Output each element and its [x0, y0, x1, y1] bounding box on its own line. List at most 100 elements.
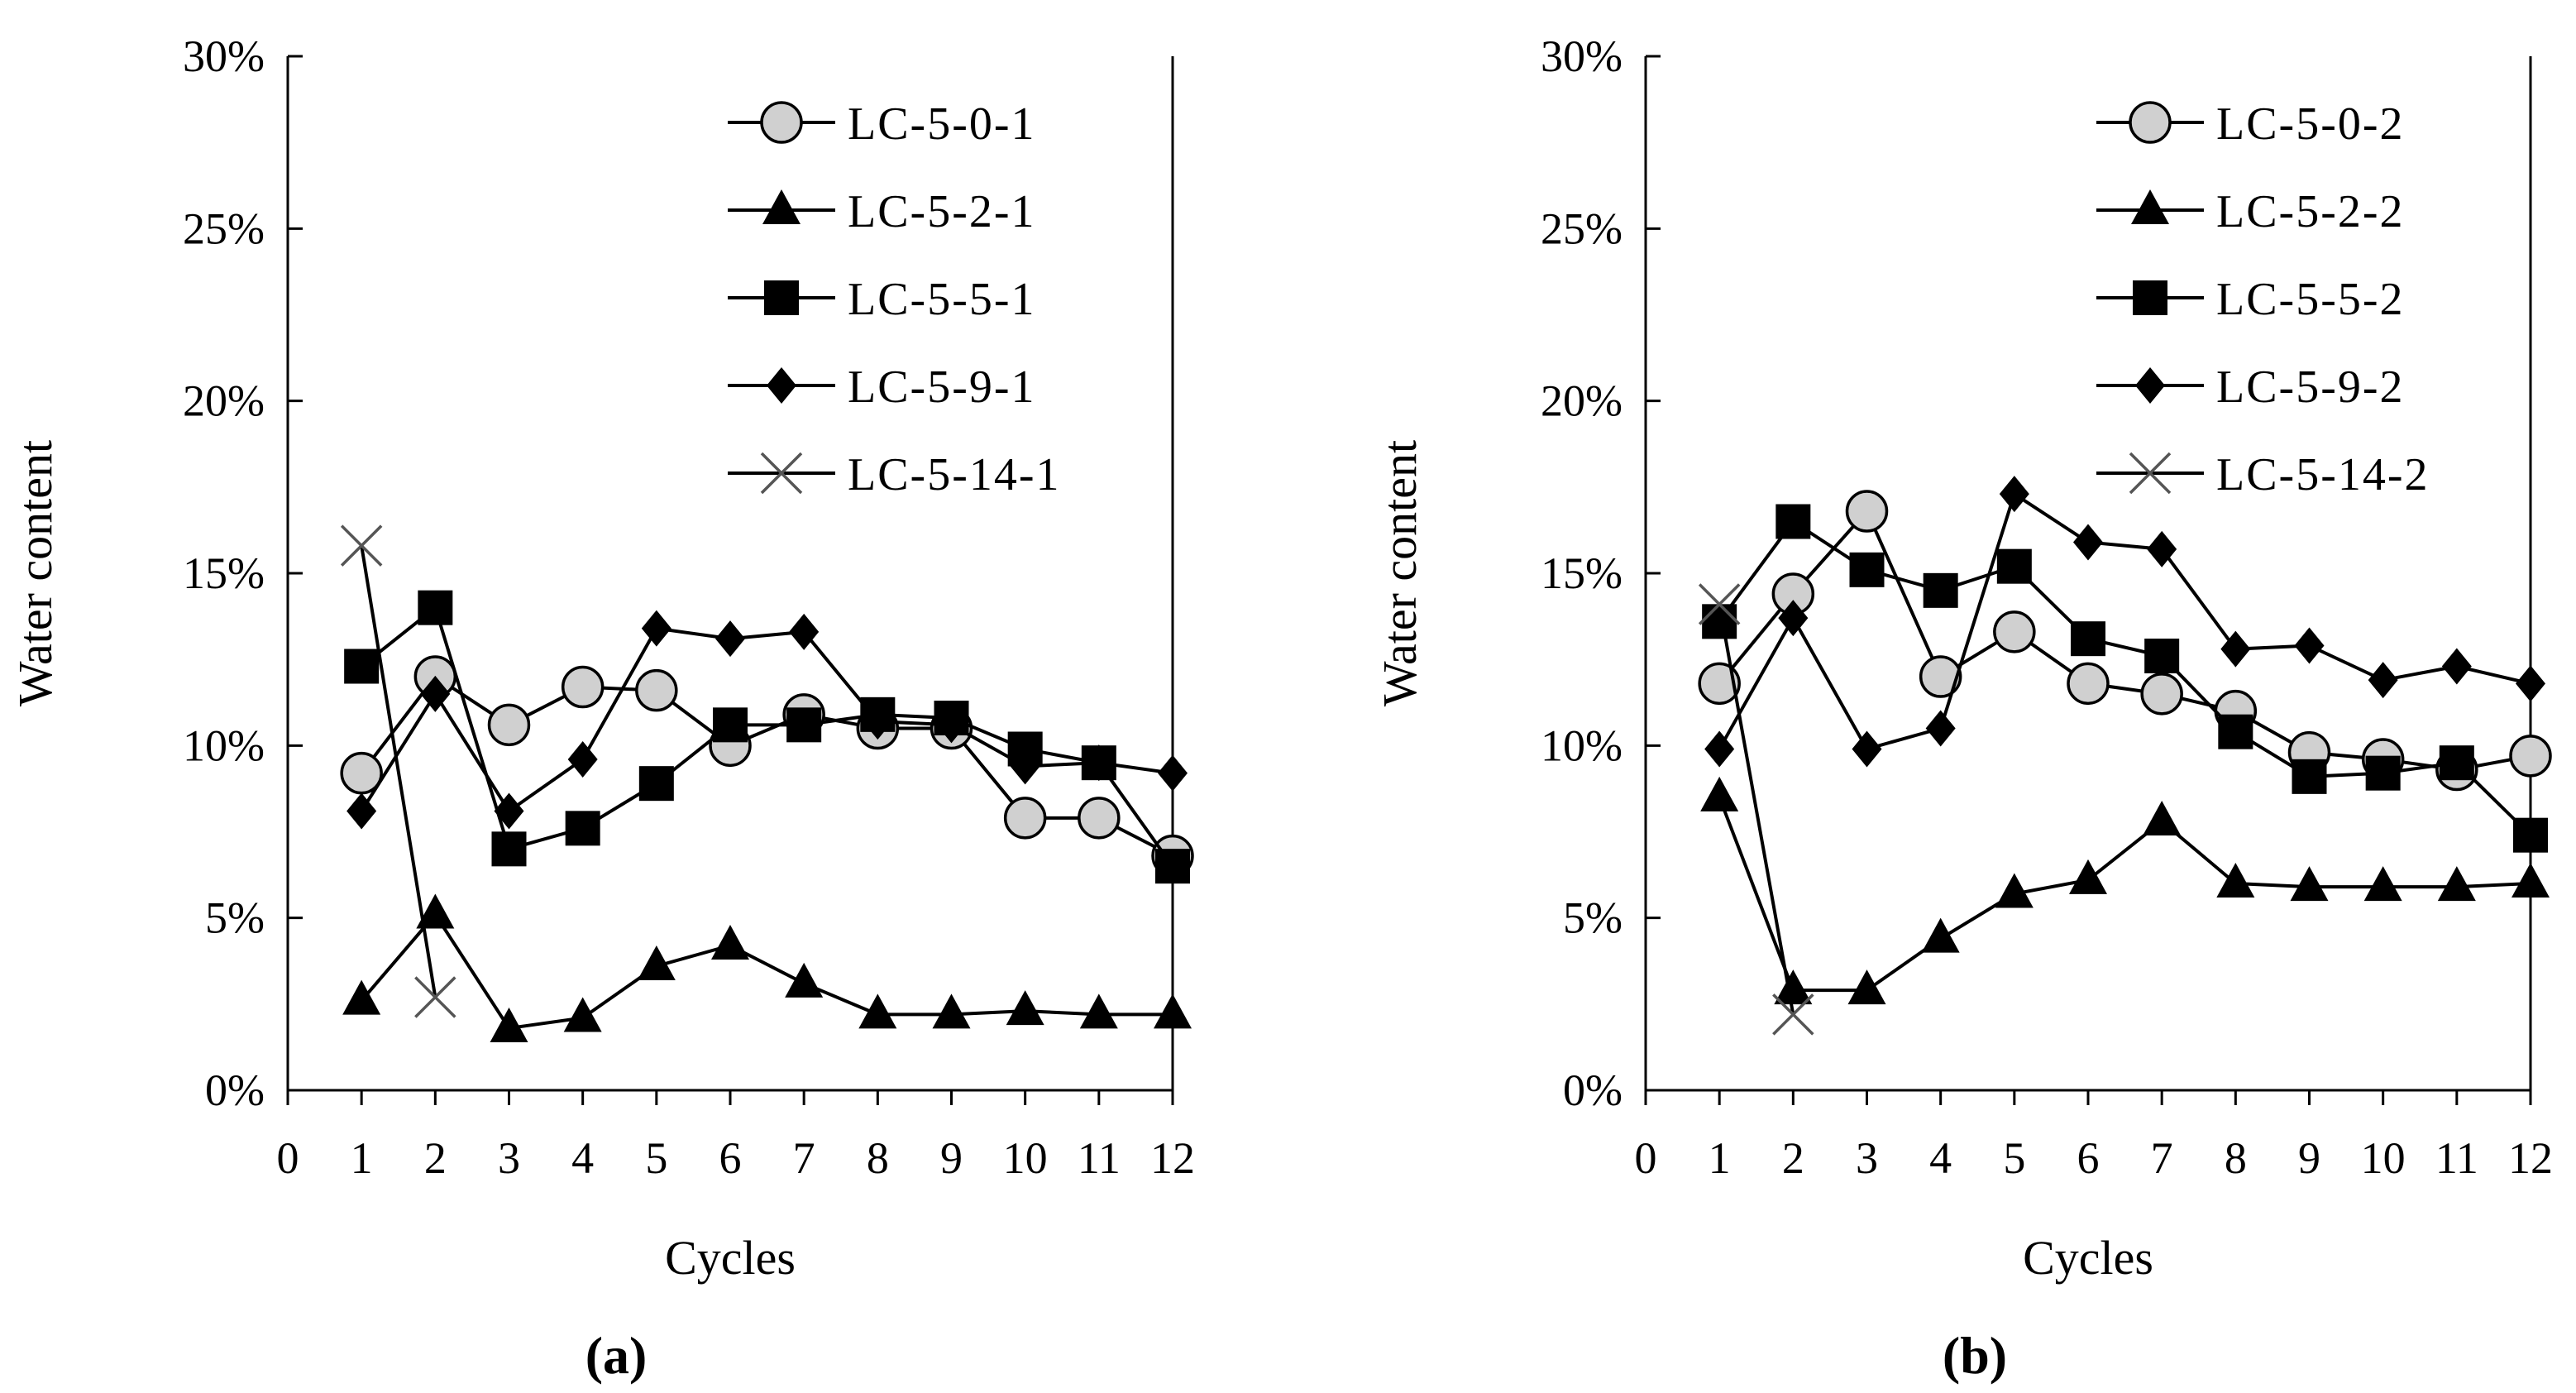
x-tick-label: 11 [1078, 1133, 1121, 1183]
data-point [786, 707, 822, 743]
data-point [2290, 866, 2329, 902]
data-point [1995, 873, 2034, 908]
x-tick-label: 8 [2225, 1133, 2247, 1183]
legend-entry: LC-5-9-1 [728, 361, 1036, 413]
data-point [2071, 621, 2105, 657]
data-point [1999, 476, 2029, 513]
x-tick-label: 7 [793, 1133, 815, 1183]
data-point [1154, 993, 1192, 1029]
data-point [342, 979, 381, 1015]
data-point [1923, 572, 1958, 608]
x-tick-label: 1 [351, 1133, 373, 1183]
data-point [418, 590, 453, 625]
y-tick-label: 20% [183, 376, 265, 426]
x-tick-label: 9 [940, 1133, 963, 1183]
legend-marker [764, 280, 799, 315]
data-point [1847, 969, 1886, 1005]
chart-panel-b: 0%5%10%15%20%25%30%0 1 2 3 4 5 6 7 8 9 10 11 12Water… [1373, 31, 2553, 1385]
legend-entry: LC-5-14-2 [2096, 449, 2428, 500]
x-tick-label: 5 [645, 1133, 667, 1183]
legend-entry: LC-5-2-2 [2096, 186, 2403, 237]
legend-marker-stroke [2129, 452, 2172, 495]
legend-marker-stroke [760, 452, 803, 495]
data-point [2437, 866, 2476, 902]
legend-marker [760, 101, 803, 144]
x-tick-label: 5 [2003, 1133, 2025, 1183]
x-tick-label: 10 [2361, 1133, 2406, 1183]
legend-label: LC-5-9-2 [2216, 361, 2405, 413]
panel-label: (b) [1943, 1326, 2007, 1385]
x-tick-label: 4 [1929, 1133, 1952, 1183]
data-point [2513, 817, 2548, 853]
data-point [1774, 969, 1813, 1005]
legend-entry: LC-5-9-2 [2096, 361, 2405, 413]
data-point [2441, 648, 2472, 685]
data-point [561, 665, 605, 709]
legend-label: LC-5-14-1 [848, 449, 1061, 500]
legend-marker [760, 452, 803, 495]
series-line [1718, 519, 2532, 837]
x-tick-label: 12 [1150, 1133, 1195, 1183]
legend-label: LC-5-5-1 [848, 274, 1036, 325]
data-point [637, 945, 676, 980]
data-point [1996, 548, 2032, 584]
data-point [2220, 630, 2251, 668]
data-point [563, 997, 602, 1032]
y-axis-title: Water content [8, 440, 62, 706]
y-tick-label: 0% [1563, 1065, 1623, 1115]
data-point [414, 976, 456, 1018]
data-point [2216, 863, 2255, 898]
legend-label: LC-5-5-2 [2216, 274, 2405, 325]
data-point [340, 524, 383, 567]
data-point [2368, 662, 2398, 699]
data-point [785, 962, 824, 998]
data-point [1158, 754, 1188, 792]
series-lc-5-9-1 [346, 610, 1188, 830]
data-point-stroke [1772, 993, 1814, 1036]
series-line [1718, 797, 2531, 993]
data-point [1700, 776, 1739, 811]
data-point [1079, 993, 1118, 1029]
legend-label: LC-5-0-1 [848, 98, 1036, 150]
data-point [2143, 801, 2182, 835]
data-point [2144, 639, 2180, 673]
x-tick-label: 11 [2435, 1133, 2478, 1183]
data-point [2439, 745, 2474, 781]
series-line [360, 912, 1173, 1031]
data-point [715, 620, 745, 658]
data-point-stroke [414, 976, 456, 1018]
data-point [1993, 610, 2036, 653]
legend-entry: LC-5-0-2 [2096, 98, 2405, 150]
legend-label: LC-5-2-1 [848, 186, 1036, 237]
legend-marker [2135, 367, 2165, 404]
data-point [641, 610, 671, 647]
data-point [2147, 530, 2177, 567]
legend-marker [2133, 280, 2167, 315]
data-point-stroke [340, 524, 383, 567]
data-point [1852, 730, 1882, 768]
y-tick-label: 25% [183, 203, 265, 253]
data-point [491, 831, 527, 867]
data-point [1698, 662, 1741, 706]
data-point [487, 703, 531, 747]
series-line [360, 545, 437, 998]
y-axis-title: Water content [1373, 440, 1427, 706]
data-point [420, 675, 451, 712]
series-lc-5-0-1 [340, 655, 1194, 878]
data-point [2073, 524, 2103, 561]
x-tick-label: 6 [719, 1133, 742, 1183]
legend-label: LC-5-9-1 [848, 361, 1036, 413]
data-point [2294, 627, 2325, 664]
data-point [1845, 490, 1889, 533]
data-point [1083, 744, 1114, 782]
legend-marker [2129, 452, 2172, 495]
data-point [344, 649, 380, 684]
data-point [1775, 504, 1811, 539]
x-tick-label: 2 [424, 1133, 447, 1183]
y-tick-label: 30% [183, 31, 265, 81]
series-lc-5-2-1 [342, 893, 1192, 1042]
legend-label: LC-5-0-2 [2216, 98, 2405, 150]
x-tick-label: 9 [2298, 1133, 2320, 1183]
data-point [1010, 748, 1040, 785]
